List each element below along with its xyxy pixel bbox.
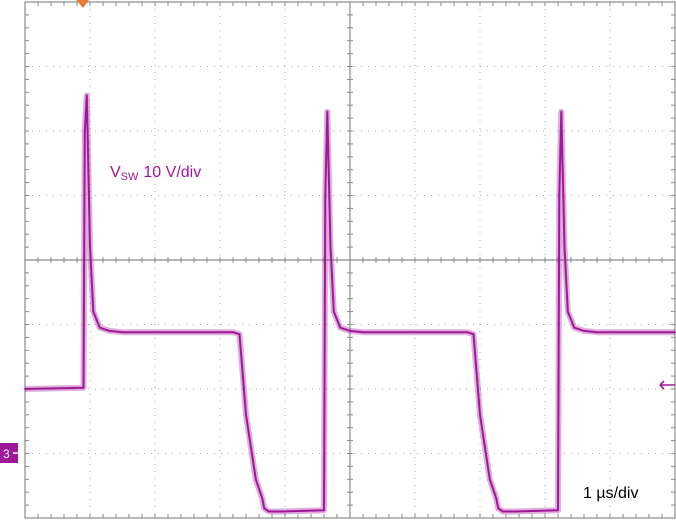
vsw-data-point xyxy=(329,246,332,249)
trace-layer xyxy=(24,92,676,515)
vsw-data-point xyxy=(339,326,342,329)
time-scale-label: 1 µs/div xyxy=(583,485,638,502)
volts-per-div-label: 10 V/div xyxy=(143,164,201,181)
graticule-grid xyxy=(24,1,676,519)
signal-name-subscript: SW xyxy=(121,171,139,183)
vsw-data-point xyxy=(362,331,364,334)
vsw-data-point xyxy=(254,478,257,481)
channel-scale-label: VSW 10 V/div xyxy=(110,164,201,183)
vsw-data-point xyxy=(24,388,26,390)
vsw-data-point xyxy=(323,509,325,512)
vsw-data-point xyxy=(245,413,247,416)
vsw-data-point xyxy=(261,497,264,500)
vsw-data-point xyxy=(263,507,266,510)
vsw-data-point xyxy=(326,110,329,113)
vsw-data-point xyxy=(82,386,85,389)
vsw-data-point xyxy=(232,331,234,334)
vsw-data-point xyxy=(557,509,559,512)
vsw-data-point xyxy=(479,413,481,416)
vsw-data-point xyxy=(558,194,561,197)
vsw-data-point xyxy=(238,333,241,336)
vsw-data-point xyxy=(495,497,498,500)
vsw-data-point xyxy=(497,507,500,510)
vsw-data-point xyxy=(280,510,283,513)
vsw-data-point xyxy=(583,330,585,332)
vsw-data-point xyxy=(324,194,327,197)
vsw-data-point xyxy=(83,130,86,132)
vsw-trace-line xyxy=(24,94,675,513)
vsw-data-point xyxy=(674,331,676,334)
vsw-data-point xyxy=(566,310,569,313)
vsw-data-point xyxy=(573,326,576,329)
vsw-data-point xyxy=(560,110,563,113)
vsw-data-point xyxy=(563,246,566,249)
vsw-data-point xyxy=(121,331,124,334)
vsw-data-point xyxy=(501,510,504,513)
vsw-data-point xyxy=(488,478,491,481)
channel-3-ground-marker: 3 xyxy=(0,443,24,463)
vsw-data-point xyxy=(514,510,517,513)
trigger-level-marker xyxy=(659,380,675,390)
vsw-data-point xyxy=(85,94,88,97)
vsw-data-point xyxy=(108,330,111,332)
vsw-data-point xyxy=(466,331,468,334)
vsw-data-point xyxy=(92,310,95,313)
signal-name-main: V xyxy=(110,164,121,181)
vsw-data-point xyxy=(267,510,270,513)
vsw-data-point xyxy=(472,333,475,336)
channel-3-marker-tab xyxy=(0,443,18,463)
vsw-data-point xyxy=(596,331,598,334)
trigger-level-arrow-icon xyxy=(659,380,675,390)
vsw-data-point xyxy=(89,246,91,249)
vsw-data-point xyxy=(98,326,101,329)
vsw-data-point xyxy=(332,310,335,313)
channel-3-marker-label: 3 xyxy=(3,447,10,461)
vsw-data-point xyxy=(349,330,351,332)
trigger-position-marker xyxy=(76,0,89,8)
